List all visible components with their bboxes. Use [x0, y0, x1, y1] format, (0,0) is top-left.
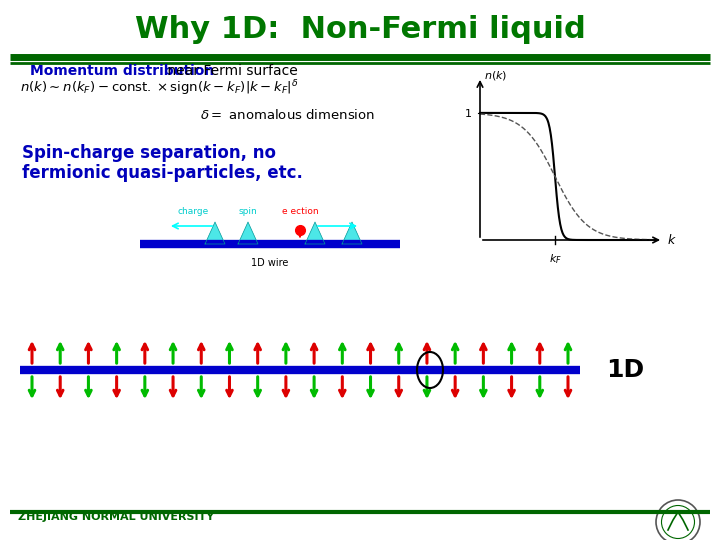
- Text: $k$: $k$: [667, 233, 677, 247]
- Polygon shape: [305, 222, 325, 244]
- Text: $1$: $1$: [464, 107, 472, 119]
- Text: ZHEJIANG NORMAL UNIVERSITY: ZHEJIANG NORMAL UNIVERSITY: [18, 512, 215, 522]
- Polygon shape: [238, 222, 258, 244]
- Text: Spin-charge separation, no: Spin-charge separation, no: [22, 144, 276, 162]
- Text: 1D wire: 1D wire: [251, 258, 289, 268]
- Text: $\delta = $ anomalous dimension: $\delta = $ anomalous dimension: [200, 108, 375, 122]
- Text: 1D: 1D: [606, 358, 644, 382]
- Polygon shape: [342, 222, 362, 244]
- Text: $n(k)$: $n(k)$: [484, 69, 508, 82]
- Text: Why 1D:  Non-Fermi liquid: Why 1D: Non-Fermi liquid: [135, 16, 585, 44]
- Polygon shape: [205, 222, 225, 244]
- Text: spin: spin: [238, 207, 257, 216]
- Text: $k_F$: $k_F$: [549, 252, 562, 266]
- Text: fermionic quasi-particles, etc.: fermionic quasi-particles, etc.: [22, 164, 303, 182]
- Text: near Fermi surface: near Fermi surface: [163, 64, 298, 78]
- Text: $n(k) \sim n(k_F) - \mathrm{const.} \times \mathrm{sign}(k-k_F)|k-k_F|^{\delta}$: $n(k) \sim n(k_F) - \mathrm{const.} \tim…: [20, 78, 299, 98]
- Text: charge: charge: [177, 207, 209, 216]
- Text: Momentum distribution: Momentum distribution: [30, 64, 215, 78]
- Text: e ection: e ection: [282, 207, 318, 216]
